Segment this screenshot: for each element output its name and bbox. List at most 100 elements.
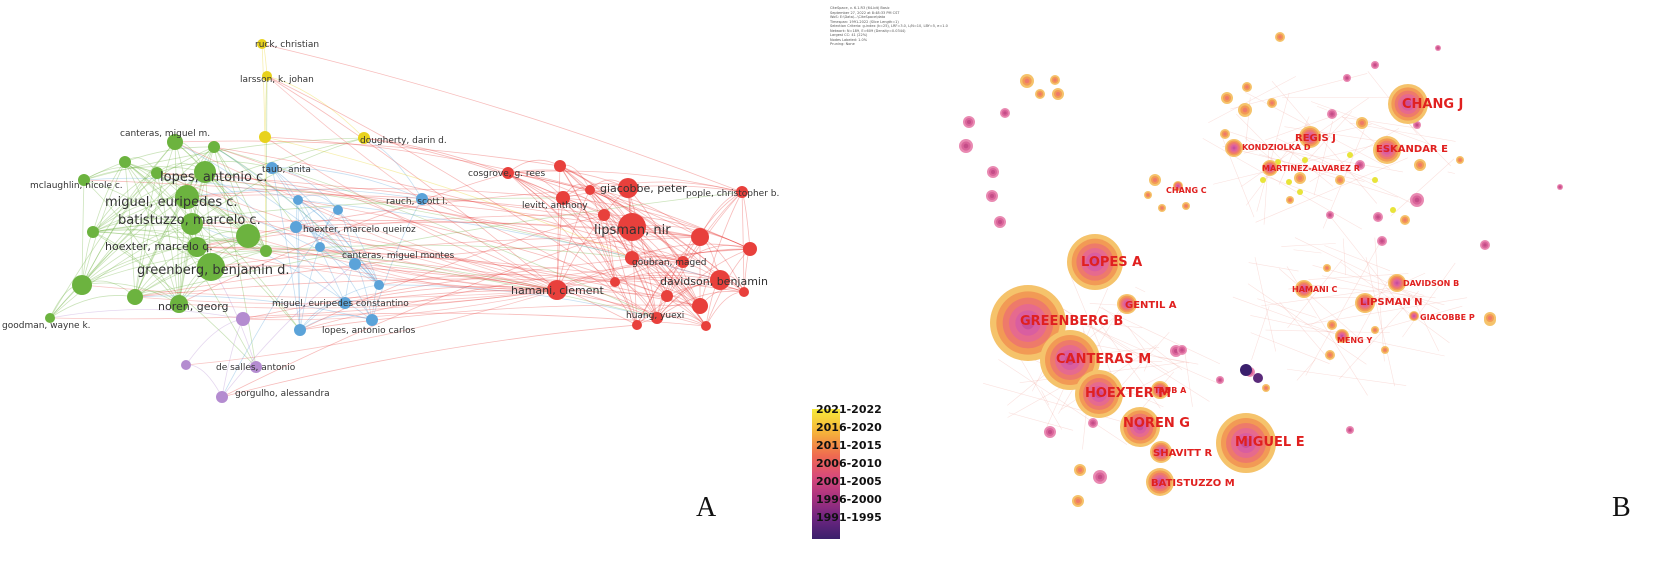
cited-author-node [1074,464,1086,476]
network-edge [627,187,701,307]
network-edge [297,199,356,265]
network-edge [319,246,373,321]
cited-author-label: CHANG J [1402,97,1463,112]
author-node [181,360,191,370]
network-edge [1263,144,1270,225]
network-edge [562,197,638,326]
author-node [208,141,220,153]
network-edge [1293,249,1322,254]
network-edge [1305,236,1384,376]
network-edge [1412,297,1440,352]
network-edge [1310,101,1432,146]
cited-author-node [1390,207,1396,213]
cited-author-node [1410,193,1424,207]
network-edge [83,179,180,305]
author-node [618,213,646,241]
cited-author-node [963,116,975,128]
author-label: hoexter, marcelo q. [105,240,213,253]
network-edge [556,248,751,291]
network-edge [1278,268,1363,342]
network-edge [556,165,561,291]
cited-author-node [1373,136,1401,164]
node-layer [959,32,1563,507]
network-edge [92,228,198,248]
network-edge [221,263,356,398]
network-edge [1101,306,1183,371]
cited-author-node [1400,215,1410,225]
network-edge [124,161,257,368]
network-edge [1117,366,1180,400]
network-edge [1316,105,1328,111]
network-edge [134,141,176,298]
network-edge [124,161,193,225]
legend-range-label: 1991-1995 [816,511,882,524]
network-edge [264,136,558,291]
author-label: rauch, scott l. [386,197,448,207]
author-node [167,134,183,150]
network-edge [636,316,707,327]
network-edge [507,172,701,238]
cited-author-label: CANTERAS M [1056,352,1151,367]
legend-range-label: 2021-2022 [816,403,882,416]
cited-author-label: MENG Y [1337,336,1372,345]
network-edge [589,189,701,238]
cited-author-label: SHAVITT R [1153,448,1212,459]
cited-author-node [1050,75,1060,85]
network-edge [589,181,743,193]
author-label: greenberg, benjamin d. [137,263,290,278]
cited-author-node [1377,236,1387,246]
network-edge [134,235,249,298]
network-edge [559,165,616,283]
panel-letter-b: B [1612,492,1631,523]
cited-author-label: TAUB A [1154,386,1187,395]
network-edge [83,179,198,248]
cited-author-node [1000,108,1010,118]
network-edge [264,136,267,252]
network-edge [81,179,85,286]
network-edge [1342,116,1421,129]
network-edge [1235,113,1286,164]
cited-author-node [1335,329,1349,343]
cited-author-node [1343,74,1351,82]
network-edge [265,244,633,259]
network-edge [1256,93,1290,212]
author-label: gorgulho, alessandra [235,389,330,399]
network-edge [421,198,658,319]
network-edge [221,318,244,398]
network-edge [242,289,558,321]
cited-author-node [1286,179,1292,185]
network-edge [1068,317,1221,385]
network-edge [124,161,136,298]
author-node [45,313,55,323]
cited-author-node [1052,88,1064,100]
cited-author-node [1267,98,1277,108]
network-edge [134,172,158,298]
network-edge [49,289,558,320]
author-label: giacobbe, peter [600,182,687,195]
network-edge [556,189,591,291]
network-edge [83,166,158,181]
cited-author-node [1456,156,1464,164]
node-layer [45,39,757,403]
network-edge [363,137,605,216]
cited-author-node [1221,92,1233,104]
author-label: huang, yuexi [626,311,684,321]
network-edge [1331,217,1413,321]
author-node [197,253,225,281]
network-edge [1110,324,1143,329]
author-node [739,287,749,297]
legend-range-label: 2006-2010 [816,457,882,470]
cited-author-node [1286,196,1294,204]
network-edge [295,226,658,319]
network-edge [186,194,605,216]
network-edge [1135,286,1146,293]
network-edge [81,161,126,286]
cited-author-node [1356,117,1368,129]
author-node [236,312,250,326]
legend-range-label: 2011-2015 [816,439,882,452]
cited-author-node [1151,381,1169,399]
network-edge [242,248,751,320]
cited-author-node [1480,240,1490,250]
author-label: goodman, wayne k. [2,321,91,331]
author-label: hamani, clement [511,284,605,297]
